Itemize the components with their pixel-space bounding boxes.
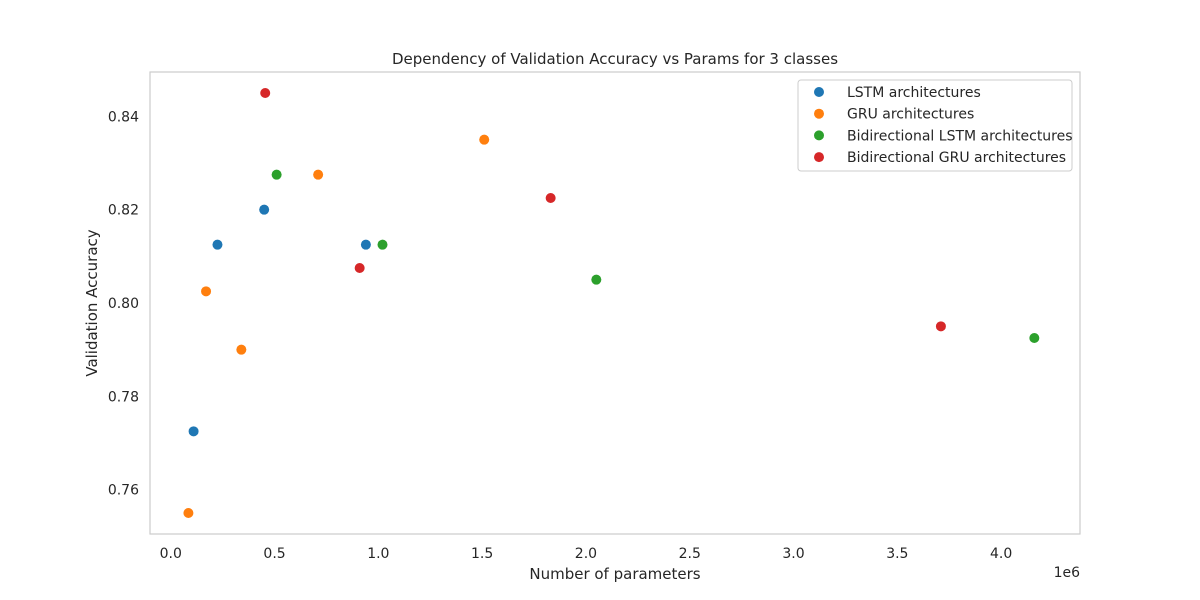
data-point <box>260 88 271 98</box>
data-point <box>271 169 282 180</box>
y-tick-label: 0.82 <box>108 203 139 219</box>
legend-marker <box>814 87 824 97</box>
x-tick-label: 3.5 <box>886 546 908 562</box>
y-axis-ticks: 0.76 0.78 0.80 0.82 0.84 <box>108 109 139 498</box>
x-tick-label: 0.5 <box>263 546 285 562</box>
y-tick-label: 0.80 <box>108 296 139 312</box>
legend-label: Bidirectional LSTM architectures <box>847 128 1073 144</box>
legend-label: GRU architectures <box>847 107 974 123</box>
data-points <box>183 88 1040 518</box>
x-tick-label: 1.0 <box>367 546 389 562</box>
data-point <box>183 508 194 518</box>
data-point <box>591 274 602 285</box>
x-tick-label: 4.0 <box>990 546 1012 562</box>
data-point <box>935 321 946 332</box>
legend-marker <box>814 108 824 119</box>
x-axis-label: Number of parameters <box>529 565 700 583</box>
x-tick-label: 2.5 <box>679 546 701 562</box>
data-point <box>479 134 490 145</box>
legend-box <box>797 79 1073 172</box>
x-axis-offset-label: 1e6 <box>1054 565 1081 581</box>
x-tick-label: 3.0 <box>782 546 804 562</box>
data-point <box>259 204 270 215</box>
data-point <box>1029 333 1040 343</box>
y-axis-label: Validation Accuracy <box>83 229 101 376</box>
y-tick-label: 0.76 <box>108 483 139 499</box>
x-axis-ticks: 0.0 0.5 1.0 1.5 2.0 2.5 3.0 3.5 4.0 <box>160 546 1013 562</box>
data-point <box>354 263 365 273</box>
plot-frame <box>149 71 1081 535</box>
data-point <box>545 193 556 203</box>
legend-marker <box>814 152 824 163</box>
data-point <box>236 344 247 355</box>
y-tick-label: 0.84 <box>108 109 139 125</box>
legend-label: Bidirectional GRU architectures <box>847 150 1066 166</box>
x-tick-label: 2.0 <box>575 546 597 562</box>
y-tick-label: 0.78 <box>108 389 139 405</box>
data-point <box>313 169 324 180</box>
data-point <box>360 239 371 250</box>
data-point <box>188 426 199 437</box>
legend: LSTM architectures GRU architectures Bidir… <box>797 79 1073 172</box>
legend-label: LSTM architectures <box>847 85 981 101</box>
data-point <box>377 239 388 250</box>
legend-marker <box>814 130 824 141</box>
x-tick-label: 0.0 <box>160 546 182 562</box>
data-point <box>212 239 223 250</box>
data-point <box>201 286 212 297</box>
chart-title: Dependency of Validation Accuracy vs Par… <box>392 50 838 68</box>
x-tick-label: 1.5 <box>471 546 493 562</box>
